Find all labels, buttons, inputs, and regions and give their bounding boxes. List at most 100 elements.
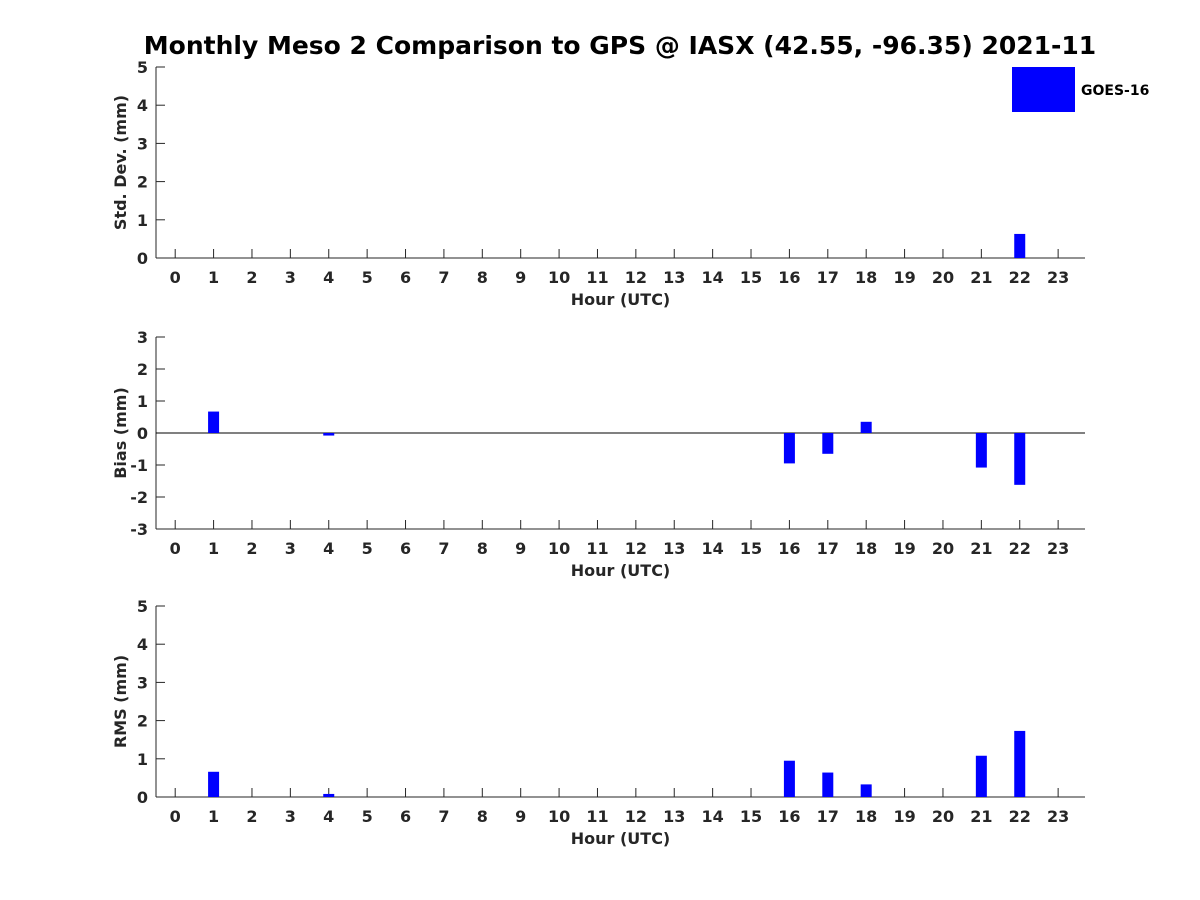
- x-tick-label: 4: [323, 268, 334, 287]
- bar-rms-hour-1: [208, 771, 220, 797]
- x-tick-label: 13: [663, 807, 685, 826]
- x-tick-label: 0: [170, 539, 181, 558]
- x-tick-label: 8: [477, 539, 488, 558]
- y-tick-label: 1: [137, 211, 148, 230]
- y-tick-label: 4: [137, 96, 148, 115]
- x-tick-label: 5: [362, 539, 373, 558]
- x-tick-label: 21: [970, 807, 992, 826]
- y-tick-label: -3: [130, 520, 148, 539]
- x-tick-label: 0: [170, 268, 181, 287]
- bar-bias-hour-22: [1014, 433, 1026, 485]
- x-tick-label: 22: [1009, 539, 1031, 558]
- bar-bias-hour-1: [208, 411, 220, 433]
- x-tick-label: 2: [246, 539, 257, 558]
- x-tick-label: 6: [400, 807, 411, 826]
- x-tick-label: 15: [740, 539, 762, 558]
- x-tick-label: 12: [625, 539, 647, 558]
- bar-bias-hour-16: [783, 433, 795, 464]
- legend-swatch: [1012, 67, 1075, 112]
- bar-rms-hour-4: [323, 793, 335, 797]
- x-tick-label: 13: [663, 539, 685, 558]
- x-tick-label: 16: [778, 807, 800, 826]
- x-tick-label: 18: [855, 539, 877, 558]
- x-tick-label: 17: [817, 268, 839, 287]
- x-tick-label: 1: [208, 268, 219, 287]
- x-tick-label: 10: [548, 268, 570, 287]
- x-tick-label: 11: [586, 807, 608, 826]
- bar-stddev-hour-22: [1014, 233, 1026, 258]
- y-axis-label-stddev: Std. Dev. (mm): [111, 95, 130, 230]
- x-tick-label: 3: [285, 539, 296, 558]
- x-tick-label: 2: [246, 807, 257, 826]
- x-tick-label: 11: [586, 539, 608, 558]
- bar-bias-hour-18: [860, 421, 872, 433]
- y-tick-label: 5: [137, 58, 148, 77]
- legend-label: GOES-16: [1081, 83, 1149, 99]
- x-tick-label: 16: [778, 268, 800, 287]
- x-tick-label: 11: [586, 268, 608, 287]
- x-tick-label: 21: [970, 539, 992, 558]
- y-axis-label-bias: Bias (mm): [111, 387, 130, 479]
- x-tick-label: 15: [740, 268, 762, 287]
- x-tick-label: 1: [208, 807, 219, 826]
- y-tick-label: 3: [137, 673, 148, 692]
- x-tick-label: 20: [932, 268, 954, 287]
- bar-bias-hour-21: [975, 433, 987, 468]
- x-tick-label: 3: [285, 268, 296, 287]
- x-tick-label: 12: [625, 268, 647, 287]
- x-tick-label: 15: [740, 807, 762, 826]
- legend: GOES-16: [1012, 67, 1149, 112]
- y-tick-label: 0: [137, 424, 148, 443]
- y-tick-label: 2: [137, 360, 148, 379]
- x-tick-label: 19: [893, 268, 915, 287]
- x-tick-label: 7: [438, 268, 449, 287]
- bar-rms-hour-18: [860, 784, 872, 797]
- x-axis-label-bias: Hour (UTC): [571, 561, 671, 580]
- x-tick-label: 2: [246, 268, 257, 287]
- x-tick-label: 23: [1047, 807, 1069, 826]
- bar-bias-hour-17: [822, 433, 834, 454]
- x-tick-label: 18: [855, 268, 877, 287]
- x-tick-label: 12: [625, 807, 647, 826]
- y-tick-label: 2: [137, 173, 148, 192]
- bar-rms-hour-21: [975, 755, 987, 797]
- x-tick-label: 6: [400, 539, 411, 558]
- y-tick-label: 1: [137, 750, 148, 769]
- x-tick-label: 10: [548, 539, 570, 558]
- y-tick-label: 3: [137, 328, 148, 347]
- x-tick-label: 17: [817, 539, 839, 558]
- x-tick-label: 21: [970, 268, 992, 287]
- y-tick-label: -1: [130, 456, 148, 475]
- y-tick-label: 1: [137, 392, 148, 411]
- y-tick-label: 4: [137, 635, 148, 654]
- x-tick-label: 16: [778, 539, 800, 558]
- y-tick-label: 0: [137, 249, 148, 268]
- x-tick-label: 14: [701, 539, 723, 558]
- x-tick-label: 10: [548, 807, 570, 826]
- x-tick-label: 14: [701, 268, 723, 287]
- y-tick-label: 5: [137, 597, 148, 616]
- x-tick-label: 6: [400, 268, 411, 287]
- x-tick-label: 0: [170, 807, 181, 826]
- x-tick-label: 5: [362, 807, 373, 826]
- x-tick-label: 7: [438, 539, 449, 558]
- x-tick-label: 17: [817, 807, 839, 826]
- y-tick-label: 3: [137, 134, 148, 153]
- y-tick-label: 0: [137, 788, 148, 807]
- x-tick-label: 8: [477, 807, 488, 826]
- x-tick-label: 9: [515, 807, 526, 826]
- x-tick-label: 13: [663, 268, 685, 287]
- x-tick-label: 9: [515, 268, 526, 287]
- x-tick-label: 20: [932, 807, 954, 826]
- x-tick-label: 3: [285, 807, 296, 826]
- x-tick-label: 18: [855, 807, 877, 826]
- bar-bias-hour-4: [323, 433, 335, 436]
- x-tick-label: 9: [515, 539, 526, 558]
- x-tick-label: 8: [477, 268, 488, 287]
- x-tick-label: 23: [1047, 539, 1069, 558]
